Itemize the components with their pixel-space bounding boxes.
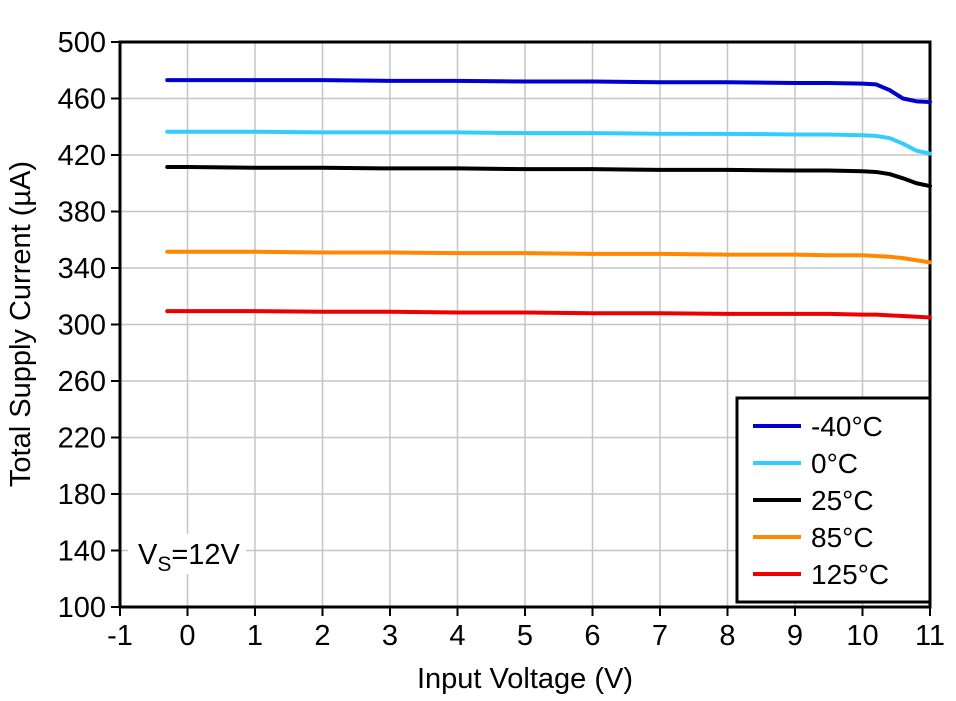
x-tick-label: -1 (107, 620, 133, 652)
y-tick-label: 340 (58, 253, 106, 285)
legend-label-85c: 85°C (811, 522, 874, 553)
legend-entry-25c: 25°C (753, 485, 874, 516)
x-tick-label: 10 (846, 620, 878, 652)
y-tick-label: 140 (58, 536, 106, 568)
x-tick-label: 5 (517, 620, 533, 652)
series-line--40c (165, 78, 932, 105)
y-tick-label: 460 (58, 84, 106, 116)
series-line-0c (165, 129, 932, 156)
legend-entry-125c: 125°C (753, 559, 889, 590)
x-tick-label: 0 (179, 620, 195, 652)
x-axis-title: Input Voltage (V) (417, 663, 633, 695)
series-line-25c (165, 165, 932, 189)
legend: -40°C 0°C 25°C 85°C 125°C (735, 396, 932, 604)
x-tick-label: 2 (314, 620, 330, 652)
legend-label-0c: 0°C (811, 448, 858, 479)
y-axis-title: Total Supply Current (µA) (5, 161, 37, 487)
x-tick-label: 3 (382, 620, 398, 652)
y-tick-label: 260 (58, 366, 106, 398)
series-line-85c (165, 249, 932, 265)
x-tick-label: 4 (449, 620, 465, 652)
annotation-background (128, 534, 246, 574)
y-tick-label: 220 (58, 423, 106, 455)
x-tick-label: 11 (915, 620, 945, 652)
y-tick-label: 500 (58, 27, 106, 59)
y-tick-label: 100 (58, 592, 106, 624)
x-tick-label: 8 (719, 620, 735, 652)
y-tick-label: 420 (58, 140, 106, 172)
x-tick-labels: -1 0 1 2 3 4 5 6 7 8 9 10 11 (107, 620, 945, 652)
series-lines (165, 78, 932, 320)
x-tick-label: 9 (787, 620, 803, 652)
x-tick-label: 7 (652, 620, 668, 652)
legend-entry-85c: 85°C (753, 522, 874, 553)
legend-label-125c: 125°C (811, 559, 889, 590)
y-tick-labels: 100 140 180 220 260 300 340 380 420 460 500 (58, 27, 106, 624)
legend-entry--40c: -40°C (753, 411, 883, 442)
annotation-group: VS=12V (128, 534, 246, 576)
y-tick-label: 300 (58, 310, 106, 342)
series-line-125c (165, 309, 932, 320)
annotation-text: VS=12V (138, 539, 241, 576)
axis-ticks (111, 41, 931, 616)
legend-label-25c: 25°C (811, 485, 874, 516)
y-tick-label: 180 (58, 479, 106, 511)
legend-entry-0c: 0°C (753, 448, 858, 479)
legend-label--40c: -40°C (811, 411, 883, 442)
x-tick-label: 6 (584, 620, 600, 652)
x-tick-label: 1 (247, 620, 263, 652)
y-tick-label: 380 (58, 197, 106, 229)
